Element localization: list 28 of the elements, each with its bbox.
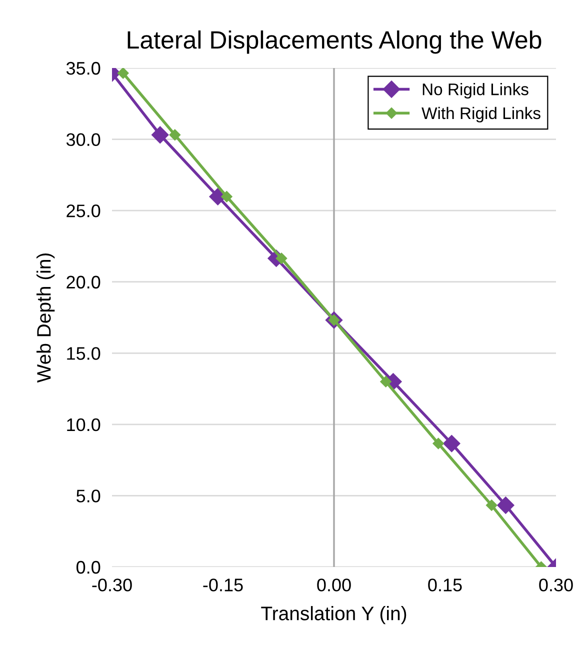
point <box>497 496 514 514</box>
x-axis-title: Translation Y (in) <box>261 606 406 624</box>
y-tick-label: 15.0 <box>67 347 100 360</box>
x-tick-label: 0.00 <box>317 578 351 592</box>
point <box>117 68 129 79</box>
point <box>486 500 498 511</box>
y-tick-label: 30.0 <box>66 133 100 146</box>
x-tick-label: 0.30 <box>539 578 573 592</box>
point <box>221 190 232 202</box>
legend-label: No Rigid Links <box>422 83 528 99</box>
point <box>169 129 181 140</box>
y-tick-label: 25.0 <box>66 204 100 218</box>
point <box>152 126 169 144</box>
y-tick-label: 35.0 <box>66 62 100 75</box>
x-tick-label: -0.30 <box>92 578 132 592</box>
legend-label: With Rigid Links <box>422 106 540 122</box>
x-tick-label: -0.15 <box>203 578 243 592</box>
y-tick-label: 5.0 <box>76 490 100 502</box>
point <box>380 376 392 388</box>
x-tick-label: 0.15 <box>428 578 462 592</box>
y-tick-label: 20.0 <box>66 276 100 289</box>
chart-title: Lateral Displacements Along the Web <box>128 30 542 54</box>
point <box>432 438 444 450</box>
point <box>443 434 460 452</box>
y-tick-label: 10.0 <box>67 418 100 432</box>
y-axis-title: Web Depth (in) <box>36 253 55 383</box>
y-tick-label: 0.0 <box>76 560 100 574</box>
point <box>276 252 288 264</box>
